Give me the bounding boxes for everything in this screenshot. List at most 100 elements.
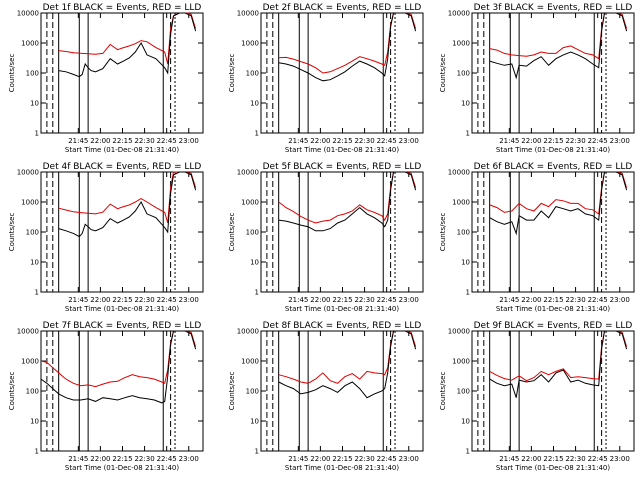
x-tick-label: 22:00: [521, 296, 541, 304]
events-series-line: [58, 171, 197, 238]
y-tick-label: 100: [26, 229, 39, 237]
x-tick-label: 22:15: [332, 137, 352, 145]
y-tick-label: 1000: [452, 40, 470, 48]
panel-title: Det 1f BLACK = Events, RED = LLD: [43, 3, 202, 13]
panel-title: Det 3f BLACK = Events, RED = LLD: [474, 3, 633, 13]
events-series-line: [489, 171, 628, 236]
y-tick-label: 100: [457, 70, 470, 78]
x-tick-label: 23:00: [610, 455, 630, 463]
y-tick-label: 10000: [17, 328, 39, 336]
y-axis-label: Counts/sec: [439, 54, 447, 93]
x-tick-label: 23:00: [399, 296, 419, 304]
x-tick-label: 22:30: [354, 137, 374, 145]
plot-frame: [40, 330, 204, 452]
y-tick-label: 100: [457, 229, 470, 237]
y-tick-label: 10000: [17, 169, 39, 177]
x-axis-label: Start Time (01-Dec-08 21:31:40): [285, 464, 399, 472]
x-tick-label: 21:45: [68, 296, 88, 304]
x-tick-label: 22:00: [310, 455, 330, 463]
x-axis-label: Start Time (01-Dec-08 21:31:40): [496, 464, 610, 472]
y-tick-label: 10: [30, 418, 39, 426]
x-tick-label: 22:15: [332, 455, 352, 463]
x-tick-label: 23:00: [179, 455, 199, 463]
x-tick-label: 22:30: [354, 296, 374, 304]
panel-title: Det 6f BLACK = Events, RED = LLD: [474, 162, 633, 172]
x-tick-label: 22:00: [310, 137, 330, 145]
y-axis-label: Counts/sec: [8, 213, 16, 252]
plot-frame: [260, 330, 424, 452]
x-tick-label: 22:15: [112, 296, 132, 304]
y-tick-label: 10000: [448, 328, 470, 336]
y-tick-label: 1000: [241, 199, 259, 207]
y-tick-label: 10000: [448, 10, 470, 18]
x-axis-label: Start Time (01-Dec-08 21:31:40): [285, 305, 399, 313]
y-tick-label: 100: [26, 388, 39, 396]
x-tick-label: 22:00: [90, 296, 110, 304]
x-tick-label: 21:45: [288, 296, 308, 304]
panel-title: Det 5f BLACK = Events, RED = LLD: [263, 162, 422, 172]
x-tick-label: 21:45: [288, 137, 308, 145]
y-tick-label: 1: [466, 448, 470, 456]
x-tick-label: 22:45: [588, 137, 608, 145]
y-tick-label: 100: [246, 229, 259, 237]
x-tick-label: 22:15: [543, 137, 563, 145]
detector-panel-1: Det 1f BLACK = Events, RED = LLD 1 10 100 10…: [8, 3, 204, 154]
y-tick-label: 10: [250, 418, 259, 426]
y-tick-label: 1: [255, 130, 259, 138]
detector-panel-2: Det 2f BLACK = Events, RED = LLD 1 10 100 10…: [228, 3, 424, 154]
x-tick-label: 22:45: [377, 455, 397, 463]
y-tick-label: 10: [461, 100, 470, 108]
x-tick-label: 21:45: [68, 455, 88, 463]
x-tick-label: 22:00: [521, 455, 541, 463]
y-tick-label: 100: [246, 388, 259, 396]
y-tick-label: 100: [246, 70, 259, 78]
events-series-line: [489, 12, 628, 80]
x-axis-label: Start Time (01-Dec-08 21:31:40): [285, 146, 399, 154]
x-axis-label: Start Time (01-Dec-08 21:31:40): [496, 305, 610, 313]
y-tick-label: 1000: [21, 358, 39, 366]
detector-panel-6: Det 6f BLACK = Events, RED = LLD 1 10 100 10…: [439, 162, 635, 313]
x-tick-label: 22:30: [565, 137, 585, 145]
y-tick-label: 100: [457, 388, 470, 396]
x-tick-label: 22:15: [543, 296, 563, 304]
x-tick-label: 22:15: [112, 455, 132, 463]
detector-panel-9: Det 9f BLACK = Events, RED = LLD 1 10 100 10…: [439, 321, 635, 472]
x-axis-label: Start Time (01-Dec-08 21:31:40): [65, 146, 179, 154]
y-tick-label: 1000: [452, 199, 470, 207]
detector-panel-4: Det 4f BLACK = Events, RED = LLD 1 10 100 10…: [8, 162, 204, 313]
x-tick-label: 22:45: [157, 455, 177, 463]
y-tick-label: 1: [466, 130, 470, 138]
plot-frame: [40, 12, 204, 134]
y-tick-label: 1: [35, 448, 39, 456]
x-tick-label: 22:45: [377, 296, 397, 304]
panel-title: Det 9f BLACK = Events, RED = LLD: [474, 321, 633, 331]
lld-series-line: [58, 171, 197, 224]
y-axis-label: Counts/sec: [439, 372, 447, 411]
y-tick-label: 1000: [241, 358, 259, 366]
x-tick-label: 22:15: [332, 296, 352, 304]
x-tick-label: 22:00: [310, 296, 330, 304]
x-tick-label: 21:45: [288, 455, 308, 463]
plot-frame: [260, 171, 424, 293]
events-series-line: [278, 171, 417, 232]
x-tick-label: 22:30: [134, 137, 154, 145]
y-tick-label: 1: [466, 289, 470, 297]
y-tick-label: 10000: [237, 169, 259, 177]
events-series-line: [278, 330, 417, 399]
y-tick-label: 10: [250, 259, 259, 267]
detector-panel-7: Det 7f BLACK = Events, RED = LLD 1 10 100 10…: [8, 321, 204, 472]
x-tick-label: 23:00: [179, 296, 199, 304]
x-tick-label: 22:45: [588, 296, 608, 304]
y-tick-label: 10: [461, 418, 470, 426]
x-axis-label: Start Time (01-Dec-08 21:31:40): [65, 305, 179, 313]
x-tick-label: 21:45: [68, 137, 88, 145]
detector-panel-3: Det 3f BLACK = Events, RED = LLD 1 10 100 10…: [439, 3, 635, 154]
y-tick-label: 10000: [448, 169, 470, 177]
y-tick-label: 10: [250, 100, 259, 108]
y-tick-label: 10: [30, 259, 39, 267]
y-tick-label: 100: [26, 70, 39, 78]
events-series-line: [58, 12, 197, 78]
x-tick-label: 22:30: [134, 455, 154, 463]
events-series-line: [489, 330, 628, 398]
y-axis-label: Counts/sec: [8, 372, 16, 411]
